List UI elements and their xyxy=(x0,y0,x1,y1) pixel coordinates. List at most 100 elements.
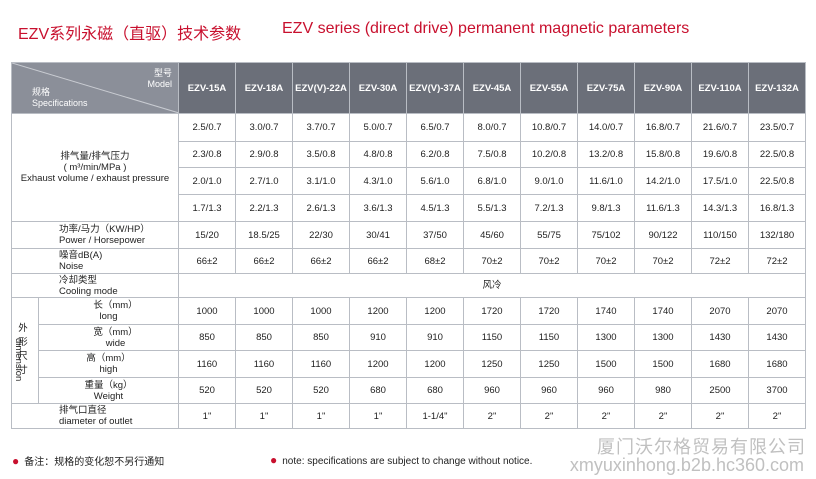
exhaust-cell: 5.5/1.3 xyxy=(463,194,521,222)
exhaust-cell: 7.2/1.3 xyxy=(520,194,578,222)
model-header: EZV-15A xyxy=(178,62,236,114)
exhaust-cell: 3.6/1.3 xyxy=(349,194,407,222)
dim-wide-label: 宽（mm） wide xyxy=(38,324,179,351)
outlet-row: 排气口直径 diameter of outlet 1" 1" 1" 1" 1-1… xyxy=(11,403,806,429)
model-header: EZV-90A xyxy=(634,62,692,114)
outlet-cell: 2" xyxy=(748,403,806,429)
dim-cell: 520 xyxy=(178,377,236,404)
dim-cell: 1000 xyxy=(235,297,293,325)
model-cn-label: 型号 xyxy=(153,68,172,78)
cooling-value: 风冷 xyxy=(178,273,806,298)
dim-cell: 1160 xyxy=(235,350,293,378)
power-cell: 75/102 xyxy=(577,221,635,249)
note-en: ● note: specifications are subject to cha… xyxy=(270,453,532,467)
exhaust-label: 排气量/排气压力 ( m³/min/MPa ) Exhaust volume /… xyxy=(11,113,179,222)
exhaust-cell: 5.6/1.0 xyxy=(406,167,464,195)
exhaust-label-unit: ( m³/min/MPa ) xyxy=(63,162,127,173)
dim-wide-en: wide xyxy=(105,337,126,349)
dim-wide-row: 宽（mm） wide 850 850 850 910 910 1150 1150… xyxy=(12,324,806,351)
model-header: EZV-18A xyxy=(235,62,293,114)
exhaust-row: 2.3/0.8 2.9/0.8 3.5/0.8 4.8/0.8 6.2/0.8 … xyxy=(12,141,806,168)
dimension-label-cn: 外形尺寸 xyxy=(18,323,28,376)
exhaust-cell: 14.0/0.7 xyxy=(577,113,635,142)
bullet-icon: ● xyxy=(12,454,20,468)
dim-cell: 1160 xyxy=(292,350,350,378)
dim-cell: 1720 xyxy=(520,297,578,325)
outlet-cell: 2" xyxy=(520,403,578,429)
dim-cell: 1150 xyxy=(463,324,521,351)
exhaust-cell: 2.6/1.3 xyxy=(292,194,350,222)
power-cell: 45/60 xyxy=(463,221,521,249)
outlet-label: 排气口直径 diameter of outlet xyxy=(11,403,179,429)
exhaust-cell: 23.5/0.7 xyxy=(748,113,806,142)
power-label-cn: 功率/马力（KW/HP） xyxy=(59,224,150,235)
exhaust-cell: 14.2/1.0 xyxy=(634,167,692,195)
dim-cell: 1500 xyxy=(634,350,692,378)
outlet-label-cn: 排气口直径 xyxy=(59,405,107,416)
dimension-label: 外形尺寸 dimension xyxy=(11,297,39,404)
dim-cell: 980 xyxy=(634,377,692,404)
dim-high-en: high xyxy=(99,364,118,375)
outlet-cell: 2" xyxy=(634,403,692,429)
exhaust-cell: 10.8/0.7 xyxy=(520,113,578,142)
dim-cell: 960 xyxy=(520,377,578,404)
dim-weight-en: Weight xyxy=(93,390,124,402)
dimension-label-en: dimension xyxy=(13,338,24,382)
title-cn: EZV系列永磁（直驱）技术参数 xyxy=(18,26,242,43)
note-cn: ● 备注：规格的变化恕不另行通知 xyxy=(12,453,164,468)
model-header: EZV-55A xyxy=(520,62,578,114)
exhaust-cell: 15.8/0.8 xyxy=(634,141,692,168)
title-en: EZV series (direct drive) permanent magn… xyxy=(282,20,690,37)
power-cell: 18.5/25 xyxy=(235,221,293,249)
exhaust-cell: 2.7/1.0 xyxy=(235,167,293,195)
cooling-row: 冷却类型 Cooling mode 风冷 xyxy=(11,273,806,298)
dim-cell: 1000 xyxy=(178,297,236,325)
exhaust-cell: 2.9/0.8 xyxy=(235,141,293,168)
exhaust-cell: 3.0/0.7 xyxy=(235,113,293,142)
dim-cell: 3700 xyxy=(748,377,806,404)
noise-cell: 72±2 xyxy=(691,248,749,274)
dim-cell: 1680 xyxy=(748,350,806,378)
cooling-label: 冷却类型 Cooling mode xyxy=(11,273,179,298)
dim-cell: 680 xyxy=(349,377,407,404)
noise-cell: 66±2 xyxy=(292,248,350,274)
power-cell: 55/75 xyxy=(520,221,578,249)
dim-long-cn: 长（mm） xyxy=(93,300,138,311)
exhaust-cell: 2.2/1.3 xyxy=(235,194,293,222)
watermark-company: 厦门沃尔格贸易有限公司 xyxy=(597,437,806,457)
exhaust-cell: 3.5/0.8 xyxy=(292,141,350,168)
exhaust-cell: 11.6/1.0 xyxy=(577,167,635,195)
exhaust-cell: 11.6/1.3 xyxy=(634,194,692,222)
outlet-cell: 1" xyxy=(349,403,407,429)
dim-cell: 1200 xyxy=(406,297,464,325)
cooling-label-cn: 冷却类型 xyxy=(59,274,98,286)
dim-cell: 2070 xyxy=(691,297,749,325)
exhaust-cell: 14.3/1.3 xyxy=(691,194,749,222)
dim-cell: 1430 xyxy=(691,324,749,351)
exhaust-cell: 9.8/1.3 xyxy=(577,194,635,222)
power-cell: 22/30 xyxy=(292,221,350,249)
watermark-url: xmyuxinhong.b2b.hc360.com xyxy=(569,455,804,475)
exhaust-cell: 13.2/0.8 xyxy=(577,141,635,168)
exhaust-cell: 22.5/0.8 xyxy=(748,167,806,195)
model-header: EZV-75A xyxy=(577,62,635,114)
note-cn-text: 备注：规格的变化恕不另行通知 xyxy=(24,457,165,468)
exhaust-label-cn: 排气量/排气压力 xyxy=(60,151,130,162)
bullet-icon: ● xyxy=(270,453,278,467)
outlet-cell: 2" xyxy=(691,403,749,429)
dim-cell: 520 xyxy=(235,377,293,404)
dim-weight-row: 重量（kg） Weight 520 520 520 680 680 960 96… xyxy=(12,377,806,404)
note-en-text: note: specifications are subject to chan… xyxy=(282,456,533,467)
dim-cell: 910 xyxy=(349,324,407,351)
power-cell: 132/180 xyxy=(748,221,806,249)
dim-cell: 2500 xyxy=(691,377,749,404)
dim-weight-cn: 重量（kg） xyxy=(84,379,133,391)
exhaust-cell: 10.2/0.8 xyxy=(520,141,578,168)
dim-cell: 850 xyxy=(235,324,293,351)
dim-cell: 1500 xyxy=(577,350,635,378)
model-header: EZV-30A xyxy=(349,62,407,114)
dim-high-row: 高（mm） high 1160 1160 1160 1200 1200 1250… xyxy=(12,350,806,378)
dim-high-cn: 高（mm） xyxy=(86,353,131,364)
exhaust-cell: 6.8/1.0 xyxy=(463,167,521,195)
dim-cell: 520 xyxy=(292,377,350,404)
